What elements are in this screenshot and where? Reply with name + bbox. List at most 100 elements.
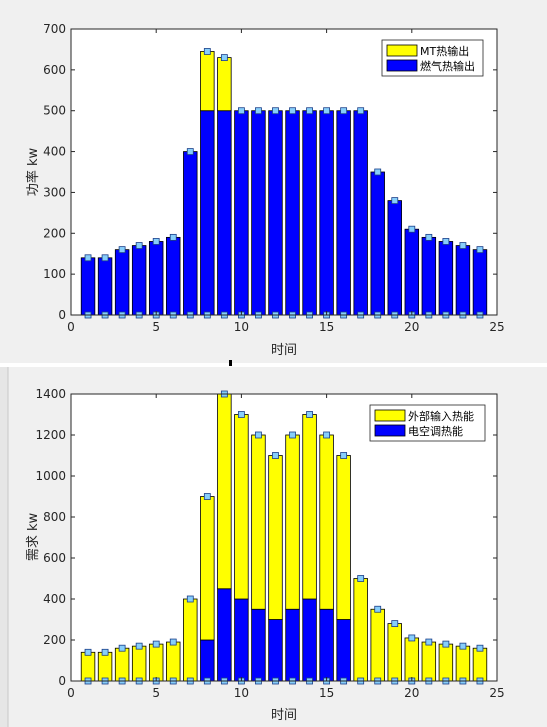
bar-1-燃气热输出 (370, 171, 385, 316)
x-tick-label: 0 (67, 320, 75, 334)
bar-1-燃气热输出 (97, 257, 113, 316)
bar-1-燃气热输出 (114, 249, 130, 316)
bar-1-燃气热输出 (166, 236, 181, 316)
total-marker (255, 431, 262, 439)
total-marker (135, 642, 143, 650)
legend-label: 外部输入热能 (408, 409, 474, 423)
bar-2-外部输入热能 (97, 651, 113, 682)
figure-window-2: 0 5 10 15 20 25 0 200 400 600 800 1000 1200 1400 时间 需… (26, 387, 505, 723)
total-marker (459, 642, 467, 650)
y-tick-label: 1200 (35, 428, 66, 442)
divider-handle-icon[interactable] (229, 360, 232, 366)
legend-swatch (374, 424, 406, 437)
bar-2-外部输入热能 (148, 643, 164, 682)
total-marker (442, 640, 450, 648)
bar-2-外部输入热能 (455, 645, 471, 682)
bars-group-1 (80, 51, 488, 316)
bar-2-电空调热能 (251, 608, 266, 682)
y-tick-label: 200 (43, 633, 66, 647)
total-marker (169, 638, 177, 646)
y-tick-label: 500 (43, 104, 66, 118)
bar-1-燃气热输出 (404, 228, 420, 316)
x-tick-label: 25 (489, 686, 504, 700)
bar-1-燃气热输出 (387, 200, 402, 316)
total-marker (391, 197, 399, 205)
y-tick-label: 100 (43, 267, 66, 281)
total-marker (101, 254, 109, 262)
bar-1-燃气热输出 (268, 110, 283, 316)
bar-1-燃气热输出 (285, 110, 300, 316)
total-marker (357, 107, 365, 115)
total-marker (203, 493, 211, 500)
bar-1-燃气热输出 (217, 110, 232, 316)
bar-2-外部输入热能 (421, 641, 437, 682)
bar-1-燃气热输出 (80, 257, 96, 316)
bar-2-外部输入热能 (336, 455, 351, 620)
ticks-group-1: 0 5 10 15 20 25 0 100 200 300 400 500 600 700 (43, 22, 505, 334)
bar-1-燃气热输出 (234, 110, 249, 316)
total-marker (340, 107, 348, 115)
axes-2-background (71, 394, 497, 681)
bar-2-电空调热能 (234, 598, 249, 682)
total-marker (220, 54, 228, 61)
y-tick-label: 200 (43, 226, 66, 240)
total-marker (237, 411, 245, 418)
total-marker (135, 242, 143, 249)
legend-swatch (386, 44, 418, 57)
x-tick-label: 5 (152, 686, 160, 700)
total-marker (442, 238, 450, 245)
total-marker (323, 431, 331, 439)
total-marker (84, 254, 92, 262)
ticks-group-2: 0 5 10 15 20 25 0 200 400 600 800 1000 1200 1400 (35, 387, 504, 700)
total-marker (408, 634, 416, 642)
total-marker (237, 107, 245, 115)
x-tick-label: 25 (489, 320, 504, 334)
x-tick-label: 10 (234, 686, 249, 700)
y-axis-label-2: 需求 kw (26, 512, 41, 561)
axes-box (70, 28, 498, 316)
legend-swatch (374, 409, 406, 422)
bar-2-电空调热能 (268, 619, 283, 682)
y-tick-label: 300 (43, 185, 66, 199)
total-marker (425, 233, 433, 241)
total-marker (289, 431, 296, 439)
total-marker (272, 452, 279, 459)
bar-2-外部输入热能 (353, 578, 368, 682)
bar-2-外部输入热能 (131, 645, 147, 682)
bar-2-电空调热能 (200, 639, 215, 682)
total-marker (255, 107, 262, 115)
legend-swatch (386, 59, 418, 72)
bars-group-2 (80, 393, 488, 682)
axes-1-frame (70, 28, 498, 316)
window-divider (0, 363, 547, 367)
bar-1-燃气热输出 (200, 110, 215, 316)
bar-2-电空调热能 (217, 588, 232, 682)
bar-2-外部输入热能 (387, 623, 402, 682)
bar-1-燃气热输出 (131, 245, 147, 316)
bar-2-外部输入热能 (438, 643, 454, 682)
bar-1-MT热输出 (200, 51, 215, 112)
bar-1-燃气热输出 (336, 110, 351, 316)
total-marker (186, 148, 194, 155)
total-marker (476, 246, 484, 254)
bar-1-燃气热输出 (183, 151, 198, 316)
bar-1-MT热输出 (217, 57, 232, 112)
total-marker (152, 640, 160, 648)
y-tick-label: 0 (58, 674, 66, 688)
bar-2-外部输入热能 (370, 608, 385, 682)
x-tick-label: 10 (234, 320, 249, 334)
bar-1-燃气热输出 (353, 110, 368, 316)
bar-2-外部输入热能 (251, 434, 266, 610)
bar-2-外部输入热能 (234, 414, 249, 600)
bar-1-燃气热输出 (319, 110, 334, 316)
bar-2-外部输入热能 (319, 434, 334, 610)
bar-1-燃气热输出 (302, 110, 317, 316)
x-tick-label: 20 (404, 320, 419, 334)
y-tick-label: 600 (43, 551, 66, 565)
total-marker (152, 238, 160, 245)
legend-label: MT热输出 (420, 44, 469, 58)
total-marker (118, 246, 126, 254)
bar-2-外部输入热能 (200, 496, 215, 641)
